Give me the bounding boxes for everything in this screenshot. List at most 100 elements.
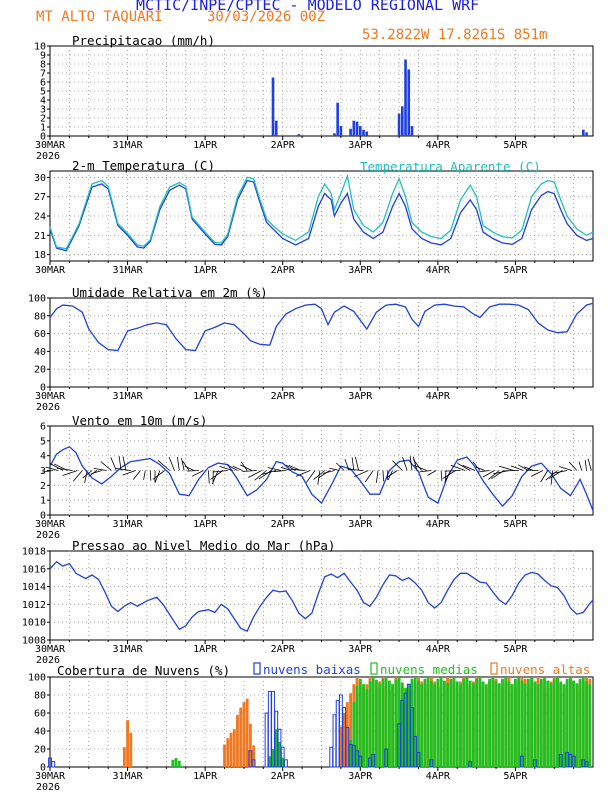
cloud-bar-mid bbox=[365, 689, 369, 767]
wind-xtick-label: 31MAR bbox=[113, 519, 144, 530]
wind-arrow bbox=[510, 465, 524, 471]
wind-arrow bbox=[488, 470, 500, 480]
precip-bar bbox=[410, 126, 414, 136]
wind-arrow bbox=[212, 470, 219, 485]
humidity-title: Umidade Relativa em 2m (%) bbox=[72, 285, 268, 300]
wind-arrow bbox=[409, 456, 413, 471]
wind-arrow bbox=[56, 467, 73, 471]
temperature-xtick-label: 4APR bbox=[426, 265, 451, 276]
cloud-bar-mid bbox=[481, 681, 485, 767]
temperature-legend: Temperatura Aparente (C) bbox=[360, 159, 541, 174]
humidity-ytick-label: 80 bbox=[34, 311, 46, 322]
pressure-xtick-label: 3APR bbox=[348, 644, 373, 655]
wind-arrow bbox=[219, 465, 233, 471]
wind-arrow bbox=[540, 470, 549, 483]
wind-arrow bbox=[584, 459, 587, 471]
wind-arrow bbox=[587, 458, 592, 471]
wind-arrow bbox=[392, 460, 403, 471]
wind-arrow bbox=[110, 457, 117, 471]
pressure-ytick-label: 1008 bbox=[22, 636, 46, 647]
precip-bar bbox=[352, 120, 356, 136]
cloud-bar-mid bbox=[501, 678, 504, 767]
cloud-bar-low bbox=[571, 755, 576, 768]
cloud-bar-low bbox=[429, 759, 434, 768]
pressure-xtick-label: 4APR bbox=[426, 644, 451, 655]
wind-arrow bbox=[530, 470, 544, 477]
humidity-xtick-label: 1APR bbox=[193, 391, 218, 402]
wind-arrow bbox=[322, 470, 335, 474]
humidity-ytick-label: 0 bbox=[40, 383, 46, 394]
wind-arrow bbox=[472, 461, 481, 471]
precip-ytick-label: 8 bbox=[40, 60, 46, 71]
cloud-bar-mid bbox=[429, 680, 433, 767]
precip-ytick-label: 4 bbox=[40, 96, 46, 107]
wind-arrow bbox=[477, 470, 490, 473]
cloud-bar-low bbox=[468, 761, 473, 768]
clouds-ytick-label: 40 bbox=[34, 727, 46, 738]
cloud-bar-high bbox=[122, 747, 126, 767]
wind-arrow bbox=[143, 470, 146, 480]
wind-arrow bbox=[295, 470, 311, 477]
cloud-bar-mid bbox=[552, 678, 556, 767]
wind-arrow bbox=[419, 470, 432, 473]
cloud-bar-low bbox=[519, 755, 524, 768]
cloud-bar-mid bbox=[562, 684, 566, 767]
temperature-ytick-label: 18 bbox=[34, 250, 46, 261]
cloud-bar-low bbox=[416, 752, 421, 768]
precip-ytick-label: 1 bbox=[40, 123, 46, 134]
wind-arrow bbox=[382, 470, 385, 482]
wind-arrow bbox=[267, 467, 282, 471]
temperature-ytick-label: 21 bbox=[34, 231, 46, 242]
cloud-bar-low bbox=[358, 755, 363, 768]
legend-label-low: nuvens baixas bbox=[263, 662, 361, 677]
wind-arrow bbox=[210, 470, 224, 480]
cloud-bar-mid bbox=[449, 678, 453, 767]
wind-arrow bbox=[569, 461, 578, 471]
cloud-bar-mid bbox=[539, 678, 543, 767]
precip-ytick-label: 0 bbox=[40, 132, 46, 143]
wind-title: Vento em 10m (m/s) bbox=[72, 413, 207, 428]
cloud-bar-high bbox=[223, 744, 226, 767]
humidity-xtick-label: 30MAR bbox=[35, 391, 66, 402]
cloud-bar-mid bbox=[439, 677, 443, 767]
cloud-bar-mid bbox=[362, 684, 365, 767]
cloud-bar-mid bbox=[572, 680, 576, 767]
cloud-bar-mid bbox=[433, 684, 437, 767]
humidity-xtick-label: 5APR bbox=[503, 391, 528, 402]
cloud-bar-mid bbox=[177, 760, 181, 767]
wind-arrow bbox=[182, 460, 190, 471]
cloud-bar-low bbox=[413, 735, 418, 768]
cloud-bar-mid bbox=[274, 729, 278, 767]
header-title: MCTIC/INPE/CPTEC - MODELO REGIONAL WRF bbox=[136, 0, 480, 14]
cloud-bar-low bbox=[251, 759, 256, 768]
cloud-bar-mid bbox=[575, 683, 579, 767]
pressure-ytick-label: 1010 bbox=[22, 618, 46, 629]
wind-arrow bbox=[523, 466, 534, 471]
cloud-bar-mid bbox=[358, 678, 362, 767]
cloud-bar-mid bbox=[417, 680, 420, 767]
header-location: MT ALTO TAQUARI bbox=[36, 9, 163, 25]
wind-arrow bbox=[280, 466, 291, 471]
wind-arrow bbox=[413, 464, 427, 471]
wind-arrow bbox=[427, 470, 437, 476]
cloud-bar-low bbox=[280, 746, 285, 768]
cloud-bar-high bbox=[248, 723, 252, 767]
pressure-ytick-label: 1012 bbox=[22, 600, 46, 611]
legend-swatch-high bbox=[490, 662, 498, 675]
wind-arrow bbox=[498, 465, 514, 471]
cloud-bar-high bbox=[245, 698, 249, 767]
precip-ytick-label: 10 bbox=[34, 42, 46, 53]
wind-arrow bbox=[232, 465, 243, 471]
cloud-bar-high bbox=[126, 720, 129, 767]
precip-bar bbox=[274, 120, 278, 136]
cloud-bar-mid bbox=[578, 678, 582, 767]
precip-xtick-label: 5APR bbox=[503, 140, 528, 151]
cloud-bar-mid bbox=[497, 683, 501, 767]
wind-arrow bbox=[254, 470, 267, 481]
wind-arrow bbox=[440, 470, 443, 481]
wind-arrow bbox=[187, 470, 199, 472]
temperature-xtick-label: 31MAR bbox=[113, 265, 144, 276]
wind-arrow bbox=[177, 456, 180, 471]
cloud-bar-mid bbox=[446, 683, 449, 767]
wind-ytick-label: 3 bbox=[40, 466, 46, 477]
